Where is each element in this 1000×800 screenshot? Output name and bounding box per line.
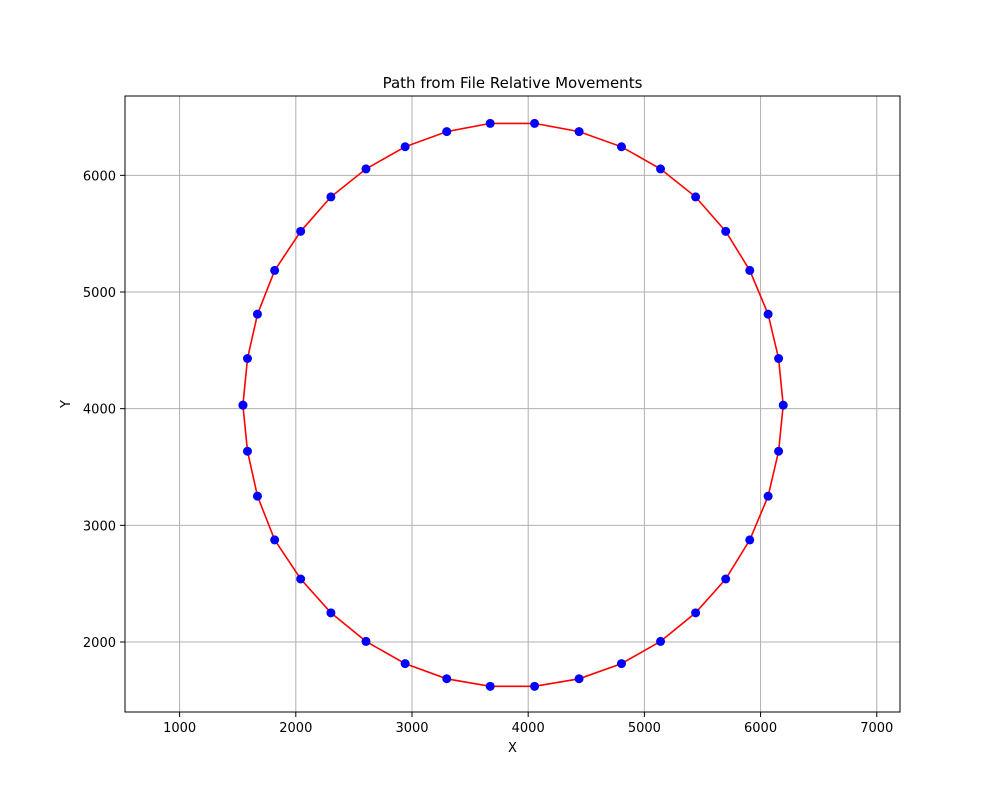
- path-point: [296, 226, 306, 236]
- path-point: [485, 118, 495, 128]
- x-tick-label: 4000: [512, 721, 545, 736]
- path-point: [616, 142, 626, 152]
- grid-lines: [125, 96, 900, 712]
- path-point: [270, 535, 280, 545]
- path-point: [242, 354, 252, 363]
- x-tick-label: 6000: [744, 721, 777, 736]
- y-axis-label: Y: [59, 400, 74, 409]
- x-tick-label: 3000: [395, 721, 428, 736]
- path-point: [400, 659, 410, 669]
- path-point: [774, 446, 784, 456]
- plot-series: [238, 118, 788, 691]
- x-tick-label: 5000: [628, 721, 661, 736]
- path-point: [656, 636, 666, 646]
- y-tick-label: 6000: [83, 169, 116, 184]
- path-point: [656, 164, 666, 174]
- path-point: [485, 681, 495, 691]
- path-point: [763, 491, 773, 501]
- path-point: [442, 127, 452, 137]
- path-point: [691, 192, 701, 202]
- chart-title: Path from File Relative Movements: [383, 74, 643, 92]
- path-point: [745, 535, 755, 545]
- path-point: [326, 608, 336, 618]
- x-tick-label: 1000: [163, 721, 196, 736]
- y-tick-label: 3000: [83, 519, 116, 534]
- axis-ticks: 1000 2000 3000 4000 5000 6000 7000 2000 3000 4000…: [83, 169, 893, 736]
- path-point: [400, 142, 410, 152]
- path-point: [252, 309, 262, 319]
- path-point: [778, 400, 788, 410]
- x-axis-label: X: [508, 741, 517, 756]
- path-point: [361, 164, 371, 174]
- path-point: [691, 608, 701, 618]
- path-point: [238, 400, 248, 410]
- path-point: [721, 226, 731, 236]
- y-tick-label: 4000: [83, 403, 116, 418]
- path-point: [296, 574, 306, 584]
- path-point: [574, 674, 584, 684]
- path-point: [721, 574, 731, 584]
- path-point: [574, 127, 584, 137]
- y-tick-label: 2000: [83, 636, 116, 651]
- x-tick-label: 7000: [860, 721, 893, 736]
- path-point: [745, 265, 755, 275]
- axes-frame: [124, 95, 901, 713]
- path-point: [326, 192, 336, 202]
- path-point: [270, 265, 280, 275]
- path-point: [361, 636, 371, 646]
- path-point: [530, 681, 540, 691]
- y-tick-label: 5000: [83, 286, 116, 301]
- path-point: [242, 446, 252, 456]
- path-point: [763, 309, 773, 319]
- path-point: [442, 674, 452, 684]
- path-point: [616, 659, 626, 669]
- path-point: [774, 354, 784, 363]
- path-point: [252, 491, 262, 501]
- path-point: [530, 118, 540, 128]
- x-tick-label: 2000: [279, 721, 312, 736]
